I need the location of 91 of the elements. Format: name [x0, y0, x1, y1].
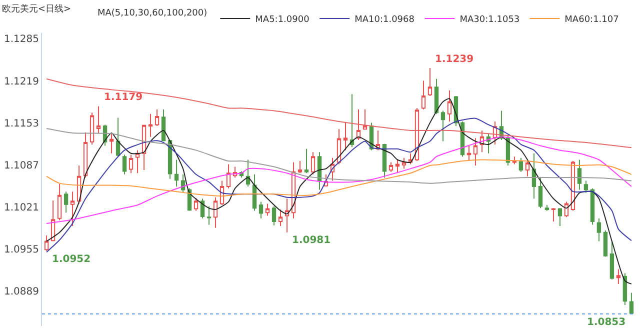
candlestick [252, 174, 257, 212]
candlestick [174, 159, 179, 188]
candlestick [518, 157, 524, 172]
candlestick [434, 78, 439, 114]
line-series [46, 78, 632, 148]
candlestick [109, 132, 114, 154]
candlestick [200, 198, 205, 219]
candlestick [362, 108, 368, 130]
candlestick [356, 108, 361, 141]
candlestick [421, 80, 426, 110]
legend-label: MA30:1.1053 [460, 15, 520, 26]
candlestick [525, 160, 530, 177]
candlestick [564, 201, 569, 218]
candlestick [336, 128, 342, 165]
candlestick [206, 206, 212, 226]
legend-title: MA(5,10,30,60,100,200) [97, 8, 208, 19]
annotation: 1.0952 [52, 254, 91, 265]
candlestick [142, 124, 146, 170]
candlestick [83, 132, 88, 178]
candlestick [395, 159, 400, 174]
candlestick [50, 200, 56, 242]
candlestick [122, 154, 127, 175]
candlestick [350, 94, 354, 148]
candlestick [473, 138, 478, 166]
candlestick [44, 235, 49, 252]
candlestick [284, 198, 290, 233]
line-series [46, 128, 632, 184]
candlestick [512, 156, 517, 165]
candlestick [486, 133, 491, 154]
candlestick [265, 203, 270, 216]
candlestick [629, 292, 634, 314]
legend-label: MA60:1.107 [564, 15, 619, 26]
candlestick [447, 90, 452, 122]
y-tick-label: 1.0955 [4, 244, 39, 256]
candlestick [64, 191, 68, 214]
candlestick [590, 188, 595, 226]
candlestick [577, 159, 582, 190]
legend-label: MA10:1.0968 [354, 15, 415, 26]
candlestick [538, 177, 543, 209]
candlestick [317, 152, 322, 190]
chart-title: 欧元美元<日线> [2, 3, 72, 14]
candlestick [57, 183, 62, 221]
candlestick [616, 268, 621, 284]
candlestick [466, 145, 472, 162]
candlestick [558, 208, 562, 226]
candlestick [584, 180, 588, 194]
annotation: 1.0981 [292, 235, 331, 246]
y-tick-label: 1.0889 [4, 286, 39, 298]
candlestick [603, 230, 608, 258]
candlestick [343, 122, 348, 151]
candlestick [148, 113, 153, 138]
candlestick [278, 208, 283, 226]
candlestick [90, 112, 94, 145]
line-series [46, 136, 632, 224]
legend-label: MA5:1.0900 [255, 15, 310, 26]
line-series [46, 159, 632, 197]
candlestick [135, 150, 140, 174]
y-tick-label: 1.1219 [4, 76, 39, 88]
y-tick-label: 1.1153 [4, 118, 39, 130]
candlestick [544, 204, 550, 212]
candlestick [246, 159, 250, 188]
candlestick [428, 68, 432, 97]
candlestick [622, 272, 628, 306]
annotation: 1.0853 [587, 317, 626, 328]
candlestick [402, 157, 406, 170]
candlestick [440, 110, 446, 142]
candlestick [154, 108, 160, 126]
candlestick [272, 206, 276, 226]
y-tick-label: 1.1285 [4, 34, 39, 46]
y-tick-label: 1.1087 [4, 160, 39, 172]
candlestick [304, 148, 309, 174]
candlestick [310, 152, 316, 175]
candlestick [298, 160, 302, 174]
candlestick [194, 197, 198, 212]
candlestick [388, 162, 394, 172]
candlestick [161, 108, 166, 142]
candlestick [596, 218, 602, 242]
candlestick [226, 164, 231, 189]
candlestick [610, 240, 614, 280]
line-series [46, 118, 632, 253]
candlestick [258, 201, 264, 219]
candlestick [70, 191, 75, 226]
candlestick [116, 117, 120, 158]
candlestick [96, 106, 101, 134]
candlestick [128, 154, 134, 174]
annotation: 1.1239 [435, 54, 474, 65]
y-tick-label: 1.1021 [4, 202, 39, 214]
candlestick [532, 152, 536, 200]
candlestick [551, 208, 556, 222]
candlestick [213, 196, 218, 228]
annotation: 1.1179 [104, 92, 143, 103]
